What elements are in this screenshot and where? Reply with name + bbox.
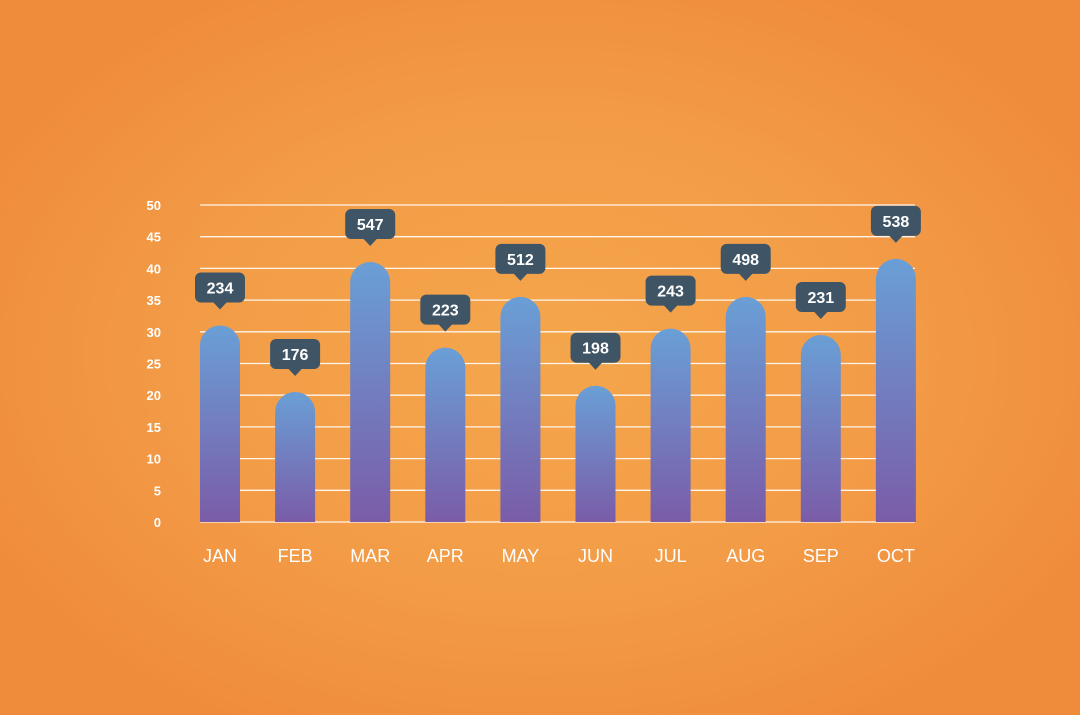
bar-oct xyxy=(875,258,916,522)
data-label-box xyxy=(420,294,471,325)
data-label-box xyxy=(570,332,621,363)
bar-feb xyxy=(275,392,316,522)
y-tick-label: 20 xyxy=(147,388,161,403)
x-tick-label: MAR xyxy=(350,546,390,566)
bar-mar xyxy=(350,262,391,522)
data-label-box xyxy=(720,243,771,274)
y-tick-label: 30 xyxy=(147,325,161,340)
x-tick-label: FEB xyxy=(278,546,313,566)
data-label-text: 231 xyxy=(807,290,834,307)
y-tick-label: 0 xyxy=(154,515,161,530)
y-tick-label: 50 xyxy=(147,198,161,213)
data-label-text: 547 xyxy=(357,217,384,234)
y-tick-label: 5 xyxy=(154,483,161,498)
data-label-pointer xyxy=(663,305,678,313)
x-axis: JAN FEB MAR APR MAY JUN JUL AUG SEP OCT xyxy=(203,546,915,566)
x-tick-label: AUG xyxy=(726,546,765,566)
data-label-text: 234 xyxy=(207,280,234,297)
y-axis: 0 5 10 15 20 25 30 35 40 45 50 xyxy=(147,198,161,530)
data-label-aug: 498 xyxy=(720,243,771,281)
data-label-text: 198 xyxy=(582,341,609,358)
y-tick-label: 25 xyxy=(147,357,161,372)
data-label-box xyxy=(495,243,546,274)
data-label-text: 223 xyxy=(432,303,459,320)
x-tick-label: SEP xyxy=(803,546,839,566)
data-label-box xyxy=(870,205,921,236)
data-label-pointer xyxy=(813,311,828,319)
bar-jul xyxy=(650,328,691,522)
data-label-pointer xyxy=(888,235,903,243)
data-label-box xyxy=(270,339,321,370)
data-labels: 234 176 547 223 512 198 243 498 231 538 xyxy=(195,205,921,377)
bar-sep xyxy=(800,334,841,522)
data-label-pointer xyxy=(213,301,227,310)
x-tick-label: JUL xyxy=(655,546,687,566)
data-label-jan: 234 xyxy=(195,272,245,310)
x-tick-label: JUN xyxy=(578,546,613,566)
data-label-pointer xyxy=(438,324,453,332)
data-label-mar: 547 xyxy=(345,209,396,247)
y-tick-label: 15 xyxy=(147,420,161,435)
bar-jan xyxy=(200,325,240,522)
y-tick-label: 40 xyxy=(147,261,161,276)
data-label-sep: 231 xyxy=(795,281,846,319)
data-label-text: 498 xyxy=(732,252,759,269)
data-label-oct: 538 xyxy=(870,205,921,243)
data-label-pointer xyxy=(588,362,603,370)
bar-apr xyxy=(425,347,466,522)
bar-jun xyxy=(575,385,616,522)
data-label-box xyxy=(645,275,696,306)
data-label-feb: 176 xyxy=(270,339,321,377)
data-label-jun: 198 xyxy=(570,332,621,370)
bar-may xyxy=(500,296,541,522)
data-label-pointer xyxy=(363,238,378,247)
data-label-box xyxy=(795,281,846,312)
data-label-jul: 243 xyxy=(645,275,696,313)
data-label-box xyxy=(195,272,245,303)
y-tick-label: 35 xyxy=(147,293,161,308)
data-label-apr: 223 xyxy=(420,294,471,332)
data-label-box xyxy=(345,209,396,240)
x-tick-label: APR xyxy=(427,546,464,566)
data-label-text: 538 xyxy=(883,214,910,231)
x-tick-label: JAN xyxy=(203,546,237,566)
data-label-text: 176 xyxy=(282,347,309,364)
data-label-text: 512 xyxy=(507,252,534,269)
data-label-pointer xyxy=(513,273,528,281)
y-tick-label: 45 xyxy=(147,230,161,245)
y-tick-label: 10 xyxy=(147,452,161,467)
data-label-pointer xyxy=(738,273,753,281)
x-tick-label: OCT xyxy=(877,546,915,566)
data-label-text: 243 xyxy=(657,284,684,301)
data-label-pointer xyxy=(288,368,303,377)
x-tick-label: MAY xyxy=(502,546,540,566)
bar-aug xyxy=(725,296,766,522)
bars xyxy=(200,258,916,522)
data-label-may: 512 xyxy=(495,243,546,281)
